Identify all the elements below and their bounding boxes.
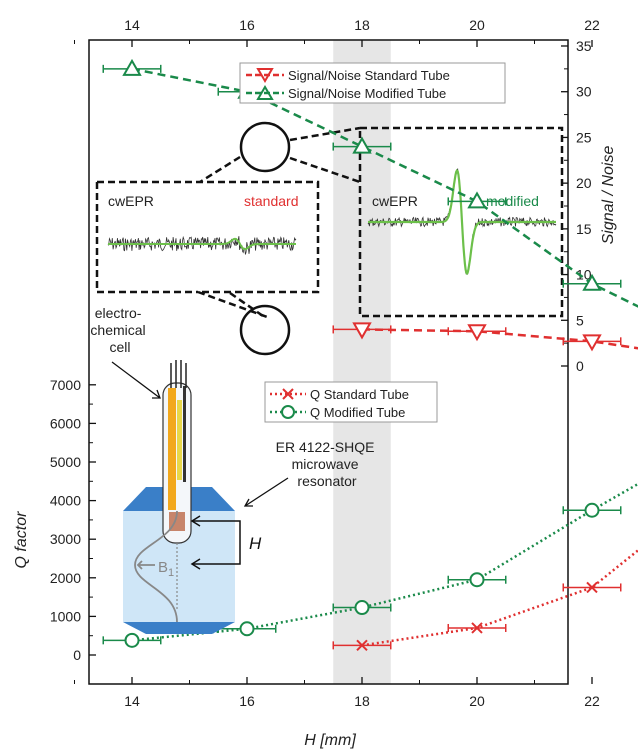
y-right-tick-label: 10 [576,267,592,283]
inset-modified-box [358,126,564,318]
y-left-tick-label: 0 [73,647,81,663]
h-label: H [249,534,262,553]
y-left-tick-label: 5000 [50,454,81,470]
y-axis-label-right: Signal / Noise [600,146,617,245]
y-left-tick-label: 2000 [50,570,81,586]
b1-field-profile [134,510,178,623]
q-standard-point [356,639,368,652]
legend-top-label-standard: Signal/Noise Standard Tube [288,68,450,83]
inset-standard-connector-top [199,155,241,184]
cell-label-line-2: chemical [90,322,145,338]
x-tick-label-top: 18 [354,17,370,33]
legend-top-marker-standard [256,68,274,83]
cell-label-line-3: cell [109,339,130,355]
x-tick-label-top: 16 [239,17,255,33]
zoom-circle-standard [239,304,291,356]
q-standard-line [361,548,638,647]
y-right-tick-label: 0 [576,358,584,374]
resonator-label-arrow [243,477,289,507]
inset-standard-left-label: cwEPR [108,193,154,209]
legend-bottom-label-modified: Q Modified Tube [310,405,405,420]
x-tick-label-bottom: 18 [354,693,370,709]
legend-bottom-label-standard: Q Standard Tube [310,387,409,402]
h-bracket [192,520,241,565]
legend-top: Signal/Noise Standard Tube Signal/Noise … [239,62,506,104]
y-left-tick-label: 1000 [50,608,81,624]
q-standard-point [471,622,483,634]
cell-label: electro- chemical cell [90,305,149,355]
resonator-label-line-3: resonator [297,473,356,489]
x-tick-label-bottom: 20 [469,693,485,709]
x-tick-label-top: 14 [124,17,140,33]
cell-electrode-yellow [177,400,182,480]
inset-standard-connector [229,291,264,318]
inset-modified-left-label: cwEPR [372,193,418,209]
inset-modified-right-label: modified [486,193,539,209]
zoom-circle-modified [239,121,291,173]
cell-label-arrow [111,361,161,399]
x-tick-label-bottom: 22 [584,693,600,709]
b1-label: B1 [158,559,174,579]
resonator-bottom-cap [123,622,235,634]
h-arrow-bottom-head [190,558,201,570]
cell-electrode-orange [168,388,176,510]
legend-top-box [239,62,506,104]
y-right-tick-label: 5 [576,312,584,328]
inset-standard-right-label: standard [244,193,298,209]
y-left-tick-label: 3000 [50,531,81,547]
q-modified-point [354,600,370,616]
q-modified-point [584,502,600,518]
y-right-tick-label: 30 [576,84,592,100]
inset-modified-connector-bottom [289,156,361,184]
plot-frame [88,39,569,685]
sn-modified-point [582,273,602,291]
sn-standard-point [352,322,372,340]
resonator-label: ER 4122-SHQE microwave resonator [276,439,379,489]
legend-bottom-marker-standard [282,388,294,400]
q-modified-point [469,572,485,588]
resonator-label-line-1: ER 4122-SHQE [276,439,375,455]
insets: cwEPR standard cwEPR modified [95,126,564,320]
x-tick-label-top: 20 [469,17,485,33]
legend-bottom-marker-modified [281,405,295,419]
x-axis-label: H [mm] [304,732,356,749]
axes: 1414161618182020222224242626051015202530… [50,17,600,709]
y-right-tick-label: 15 [576,221,592,237]
h-arrow-top-head [190,515,201,527]
y-right-tick-label: 25 [576,129,592,145]
legend-bottom: Q Standard Tube Q Modified Tube [264,381,438,423]
legend-top-marker-modified [256,85,274,100]
q-standard-point [586,581,598,594]
b1-subscript: 1 [168,567,174,579]
sn-modified-point [122,58,142,76]
q-modified-point [239,621,255,637]
y-left-tick-label: 6000 [50,415,81,431]
x-tick-label-top: 22 [584,17,600,33]
sn-standard-point [467,324,487,342]
inset-modified-fit-trace [368,168,556,276]
y-right-tick-label: 35 [576,38,592,54]
sn-modified-point [467,191,487,209]
sn-modified-point [352,136,372,154]
y-left-tick-label: 4000 [50,493,81,509]
resonator-label-line-2: microwave [292,456,359,472]
y-right-tick-label: 20 [576,175,592,191]
x-tick-label-bottom: 16 [239,693,255,709]
inset-standard-fit-trace [108,237,296,251]
y-axis-label-left: Q factor [13,511,30,569]
cell-label-line-1: electro- [95,305,142,321]
sn-standard-point [582,334,602,352]
q-modified-point [124,632,140,648]
inset-standard-box [95,180,320,320]
b1-arrow [136,560,155,570]
x-tick-label-bottom: 14 [124,693,140,709]
inset-modified-connector-top [289,126,361,142]
cell-electrode-dark [183,386,186,482]
legend-top-label-modified: Signal/Noise Modified Tube [288,86,446,101]
resonator-illustration: B1 H electro- chemical cell ER 4122-SHQE… [90,305,379,634]
inset-standard-noise-trace [107,235,297,255]
y-left-tick-label: 7000 [50,377,81,393]
